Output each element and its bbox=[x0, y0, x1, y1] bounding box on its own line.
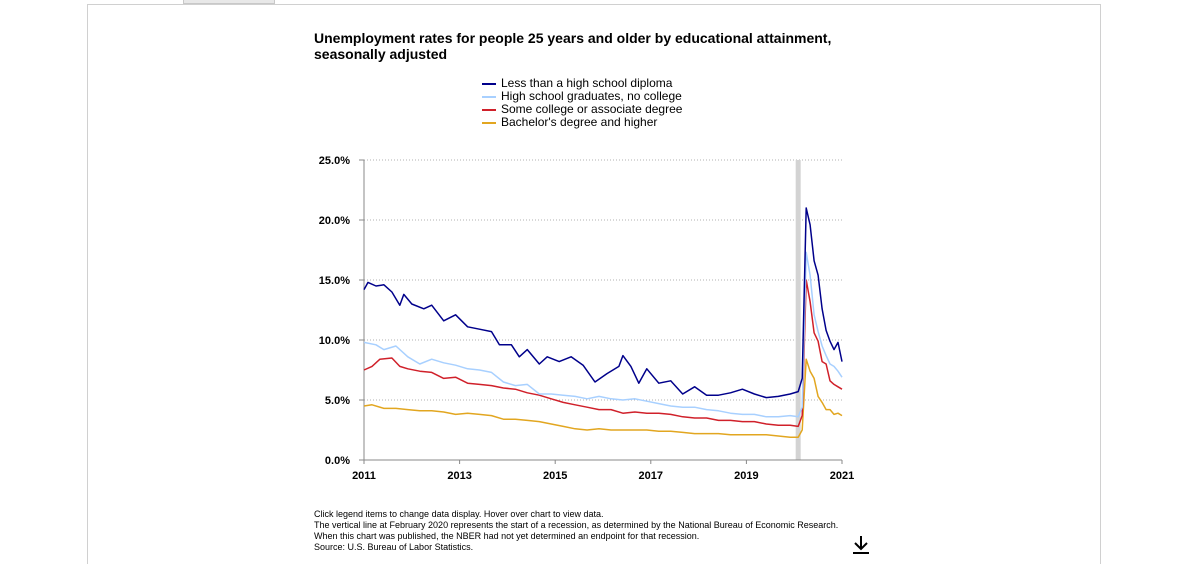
x-tick-label: 2019 bbox=[734, 470, 758, 482]
series-layer bbox=[363, 207, 843, 438]
footnote-block: Click legend items to change data displa… bbox=[314, 509, 854, 553]
footnote-instructions: Click legend items to change data displa… bbox=[314, 509, 604, 519]
recession-band bbox=[795, 160, 801, 460]
axis-layer: 0.0% 5.0% 10.0% 15.0% 20.0% 25.0% 2011 2013 2015… bbox=[319, 155, 854, 482]
x-tick-label: 2021 bbox=[830, 470, 854, 482]
legend-swatch bbox=[482, 108, 496, 111]
legend-label: High school graduates, no college bbox=[501, 89, 682, 103]
legend-item-less-than-high-school[interactable]: Less than a high school diploma bbox=[482, 77, 682, 90]
chart-title: Unemployment rates for people 25 years a… bbox=[314, 30, 832, 62]
legend-label: Bachelor's degree and higher bbox=[501, 115, 658, 129]
legend-item-high-school-graduates[interactable]: High school graduates, no college bbox=[482, 90, 682, 103]
legend: Less than a high school diploma High sch… bbox=[482, 77, 682, 129]
x-tick-label: 2017 bbox=[639, 470, 663, 482]
legend-label: Less than a high school diploma bbox=[501, 76, 673, 90]
legend-swatch bbox=[482, 82, 496, 85]
series-line-2[interactable] bbox=[363, 279, 843, 428]
footnote-source: Source: U.S. Bureau of Labor Statistics. bbox=[314, 542, 474, 552]
series-line-3[interactable] bbox=[363, 358, 843, 438]
y-tick-label: 5.0% bbox=[325, 395, 350, 407]
y-tick-label: 20.0% bbox=[319, 215, 350, 227]
download-icon[interactable] bbox=[851, 535, 871, 555]
x-tick-label: 2011 bbox=[352, 470, 376, 482]
chart-panel bbox=[87, 4, 1101, 564]
series-line-1[interactable] bbox=[363, 251, 843, 418]
legend-swatch bbox=[482, 95, 496, 98]
footnote-recession: The vertical line at February 2020 repre… bbox=[314, 520, 839, 541]
x-tick-label: 2013 bbox=[447, 470, 471, 482]
grid-layer bbox=[364, 159, 842, 401]
y-tick-label: 25.0% bbox=[319, 155, 350, 167]
x-tick-label: 2015 bbox=[543, 470, 567, 482]
y-tick-label: 0.0% bbox=[325, 455, 350, 467]
download-icon-glyph bbox=[853, 536, 869, 554]
tab-stub[interactable] bbox=[183, 0, 275, 4]
legend-label: Some college or associate degree bbox=[501, 102, 683, 116]
recession-layer bbox=[795, 160, 801, 460]
y-tick-label: 15.0% bbox=[319, 275, 350, 287]
y-tick-label: 10.0% bbox=[319, 335, 350, 347]
line-chart[interactable]: 0.0% 5.0% 10.0% 15.0% 20.0% 25.0% 2011 2013 2015… bbox=[300, 150, 860, 490]
legend-swatch bbox=[482, 121, 496, 124]
series-line-0[interactable] bbox=[363, 207, 843, 399]
legend-item-some-college[interactable]: Some college or associate degree bbox=[482, 103, 682, 116]
legend-item-bachelors[interactable]: Bachelor's degree and higher bbox=[482, 116, 682, 129]
